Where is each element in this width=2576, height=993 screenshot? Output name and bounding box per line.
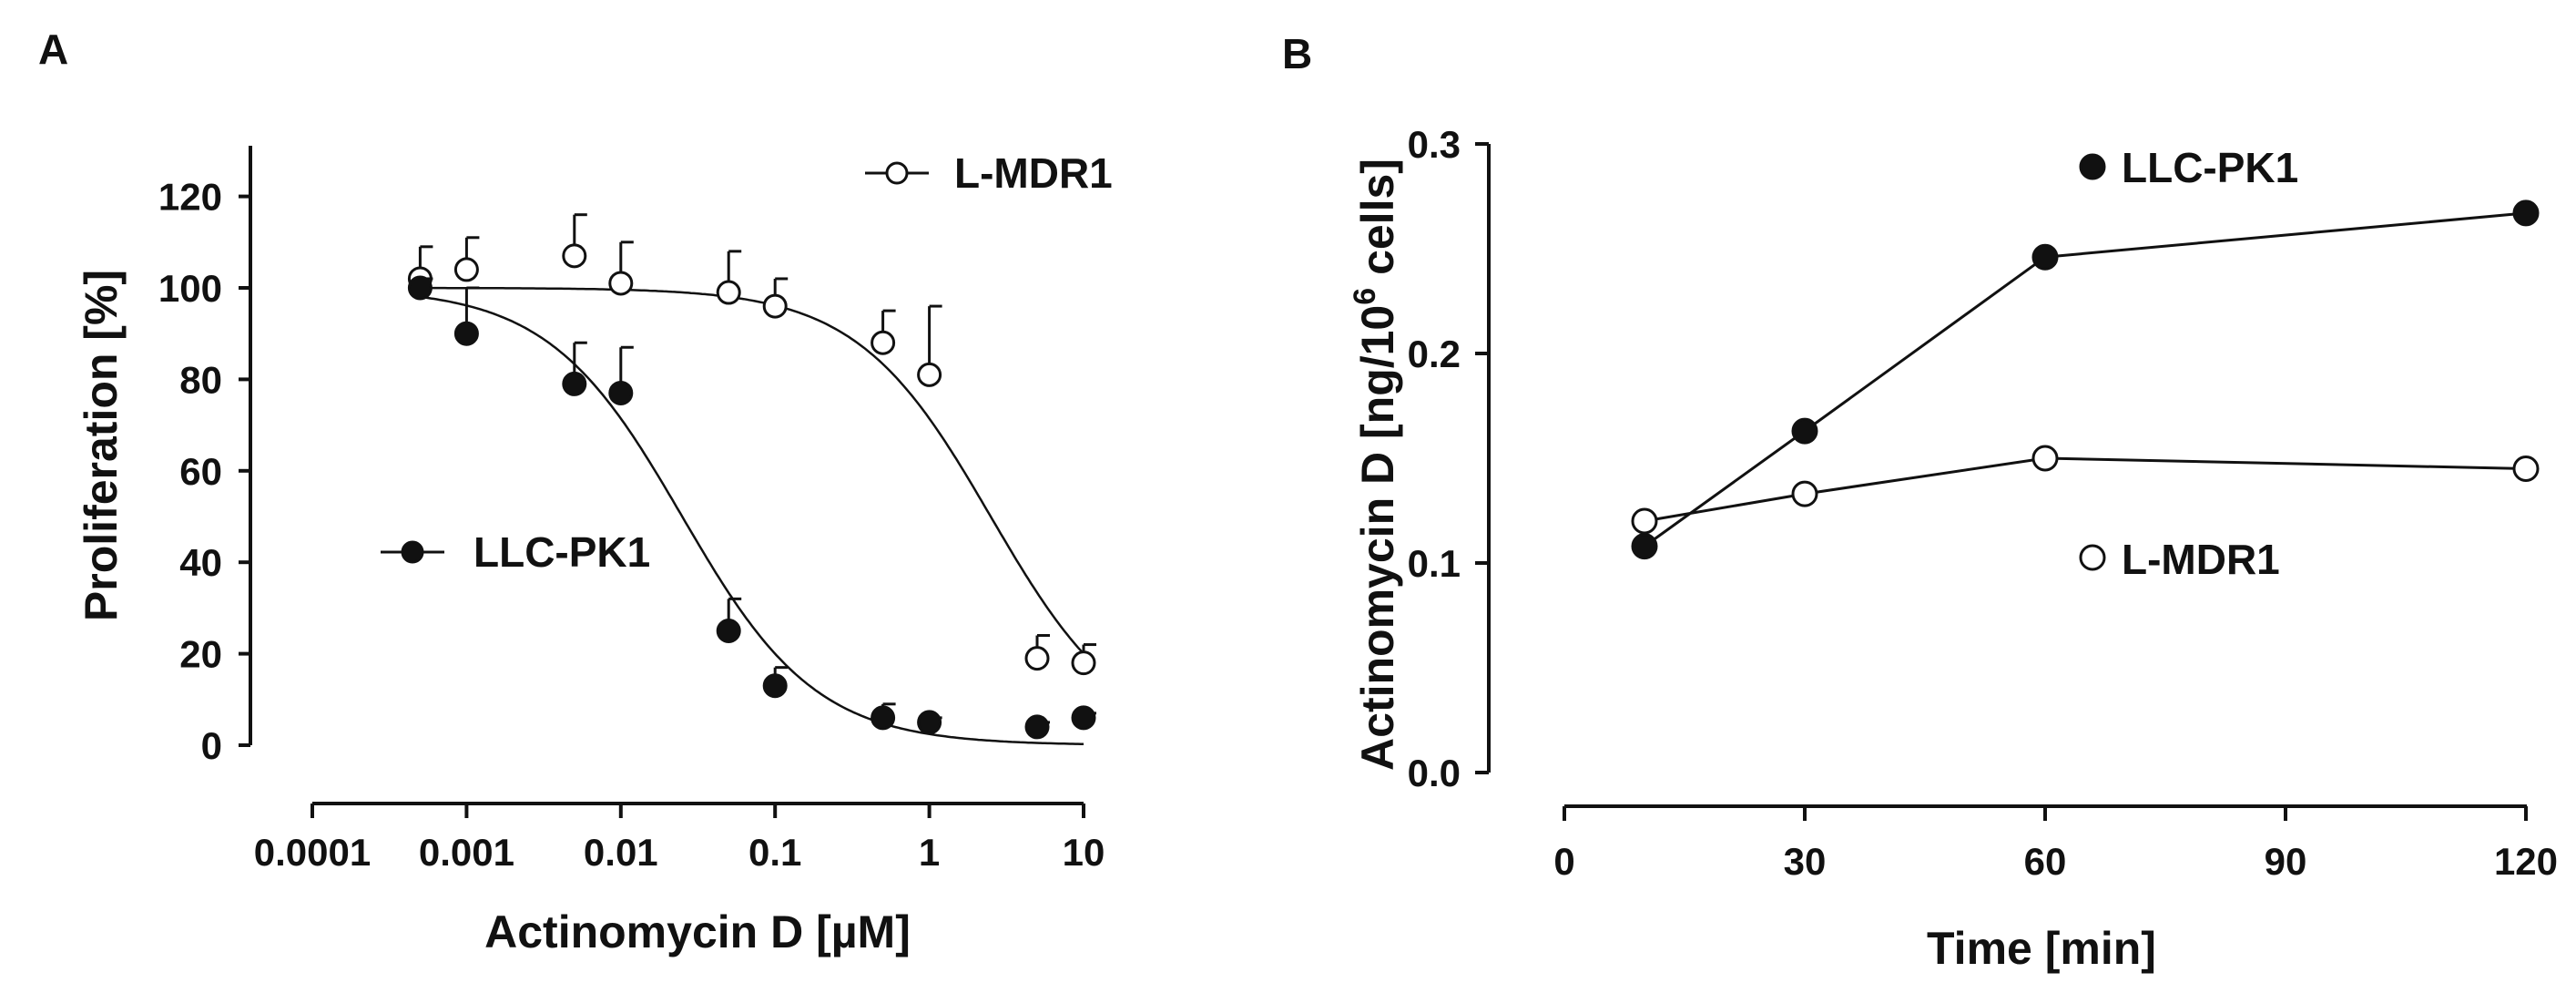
panel-b-x-tick-label: 120 [2494, 840, 2558, 883]
panel-a-y-tick-label: 0 [201, 724, 222, 767]
panel-b-x-tick-label: 60 [2024, 840, 2067, 883]
panel-b-x-axis-title: Time [min] [1927, 923, 2156, 974]
data-point-l-mdr1 [608, 271, 634, 296]
data-point-l-mdr1 [2031, 445, 2059, 472]
data-point-llc-pk1 [2512, 200, 2540, 227]
panel-a-legend-l-mdr1: L-MDR1 [865, 149, 1113, 197]
data-point-llc-pk1 [608, 380, 634, 405]
panel-a-y-axis: 0 20 40 60 80 100 120 [158, 146, 252, 767]
panel-a-y-tick-label: 100 [158, 267, 222, 310]
series-line-llc-pk1 [1644, 211, 2527, 548]
series-line-l-mdr1 [1644, 456, 2527, 523]
panel-b-y-tick-label: 0.2 [1408, 333, 1461, 375]
data-point-llc-pk1 [1071, 705, 1096, 731]
panel-a-x-axis-title: Actinomycin D [µM] [484, 906, 911, 957]
legend-b-l-mdr1-label: L-MDR1 [2122, 536, 2280, 583]
panel-a-label: A [38, 26, 68, 73]
data-point-llc-pk1 [917, 710, 942, 735]
panel-a-legend-llc-pk1: LLC-PK1 [381, 528, 650, 576]
panel-b-x-axis: 0 30 60 90 120 [1553, 804, 2558, 883]
data-point-llc-pk1 [453, 321, 479, 346]
panel-a-x-tick-label: 1 [919, 831, 940, 874]
data-point-llc-pk1 [562, 371, 587, 396]
panel-b-legend-l-mdr1: L-MDR1 [2079, 536, 2280, 583]
fit-curve-llc-pk1 [420, 295, 1084, 745]
panel-a-y-ticks: 0 20 40 60 80 100 120 [158, 176, 250, 767]
data-point-l-mdr1 [762, 293, 788, 319]
data-point-llc-pk1 [716, 619, 741, 643]
panel-a-x-tick-label: 0.0001 [254, 831, 371, 874]
panel-a-y-tick-label: 40 [179, 541, 222, 584]
data-point-l-mdr1 [2512, 456, 2540, 482]
panel-b-x-tick-label: 30 [1784, 840, 1827, 883]
panel-b-y-tick-label: 0.1 [1408, 542, 1461, 585]
panel-b-y-tick-label: 0.0 [1408, 752, 1461, 794]
panel-a-y-tick-label: 80 [179, 358, 222, 401]
data-point-l-mdr1 [716, 280, 741, 305]
legend-llc-pk1-marker [401, 540, 424, 564]
panel-a-x-tick-label: 10 [1063, 831, 1105, 874]
panel-b-plot-area [1631, 200, 2540, 560]
fit-curve-l-mdr1 [420, 286, 1084, 655]
panel-b-x-tick-label: 0 [1553, 840, 1574, 883]
data-point-l-mdr1 [1631, 507, 1658, 535]
panel-b-y-ticks: 0.0 0.1 0.2 0.3 [1408, 123, 1489, 794]
panel-a-x-axis: 0.0001 0.001 0.01 0.1 1 10 [254, 802, 1105, 874]
data-point-l-mdr1 [871, 330, 896, 355]
panel-b-y-axis-title: Actinomycin D [ng/106 cells] [1348, 159, 1403, 771]
panel-b: B 0.0 0.1 0.2 0.3 0 30 60 90 120 Actinomycin D … [1282, 30, 2558, 974]
data-point-l-mdr1 [917, 362, 942, 387]
data-point-l-mdr1 [1071, 650, 1096, 676]
data-point-llc-pk1 [2031, 243, 2059, 271]
panel-a-y-tick-label: 20 [179, 633, 222, 676]
legend-l-mdr1-marker [885, 161, 909, 185]
data-point-l-mdr1 [453, 257, 479, 282]
legend-b-l-mdr1-marker [2079, 544, 2106, 571]
panel-b-x-tick-label: 90 [2265, 840, 2307, 883]
data-point-llc-pk1 [1791, 417, 1818, 445]
legend-b-llc-pk1-label: LLC-PK1 [2122, 144, 2298, 191]
data-point-l-mdr1 [1024, 646, 1050, 671]
data-point-llc-pk1 [407, 275, 433, 301]
data-point-llc-pk1 [762, 673, 788, 699]
panel-b-label: B [1282, 30, 1312, 77]
panel-a-x-ticks: 0.0001 0.001 0.01 0.1 1 10 [254, 804, 1105, 874]
panel-a-x-tick-label: 0.001 [419, 831, 514, 874]
legend-b-llc-pk1-marker [2079, 153, 2106, 180]
panel-b-y-axis: 0.0 0.1 0.2 0.3 [1408, 123, 1491, 794]
panel-a-x-tick-label: 0.01 [584, 831, 658, 874]
data-point-llc-pk1 [871, 705, 896, 731]
data-point-llc-pk1 [1024, 714, 1050, 740]
panel-b-y-tick-label: 0.3 [1408, 123, 1461, 166]
legend-l-mdr1-label: L-MDR1 [954, 149, 1113, 197]
data-point-l-mdr1 [1791, 480, 1818, 507]
data-point-l-mdr1 [562, 243, 587, 269]
panel-a-y-axis-title: Proliferation [%] [76, 270, 127, 621]
panel-b-x-ticks: 0 30 60 90 120 [1553, 806, 2558, 883]
legend-llc-pk1-label: LLC-PK1 [473, 528, 650, 576]
panel-a-plot-area [407, 213, 1096, 745]
panel-a-y-tick-label: 120 [158, 176, 222, 219]
panel-b-legend-llc-pk1: LLC-PK1 [2079, 144, 2298, 191]
panel-a-x-tick-label: 0.1 [748, 831, 801, 874]
data-point-llc-pk1 [1631, 533, 1658, 560]
panel-a-y-tick-label: 60 [179, 450, 222, 493]
